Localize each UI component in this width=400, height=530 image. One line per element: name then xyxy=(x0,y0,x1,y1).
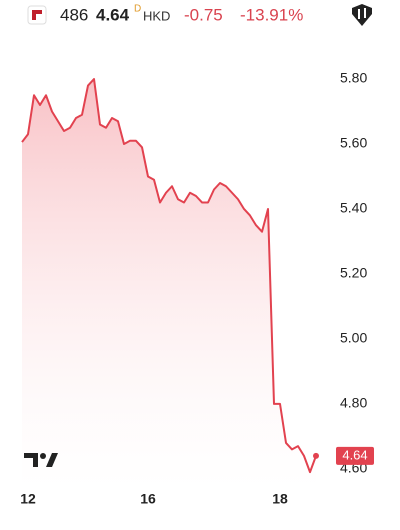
flag: D xyxy=(134,4,141,15)
y-tick-label: 5.40 xyxy=(340,200,367,216)
x-tick-label: 16 xyxy=(140,491,156,507)
header: 486 4.64 D HKD -0.75 -13.91% xyxy=(27,4,372,26)
area-fill xyxy=(22,79,316,490)
logo xyxy=(27,5,47,25)
x-tick-label: 18 xyxy=(272,491,288,507)
y-tick-label: 5.20 xyxy=(340,265,367,281)
price-line xyxy=(21,78,317,474)
logo-mark xyxy=(32,10,42,20)
chart-style-icon xyxy=(358,8,366,19)
last-point xyxy=(313,452,319,459)
price: 4.64 xyxy=(96,5,130,24)
y-tick-label: 5.60 xyxy=(340,135,367,151)
change: -0.75 xyxy=(184,5,223,24)
y-tick-label: 5.00 xyxy=(340,330,367,346)
y-tick-label: 5.80 xyxy=(340,70,367,86)
y-tick-label: 4.80 xyxy=(340,395,367,411)
chart-style-button[interactable] xyxy=(352,4,372,26)
last-price-box xyxy=(336,446,374,465)
currency: HKD xyxy=(143,8,170,23)
x-tick-label: 12 xyxy=(20,491,36,507)
tv-logo xyxy=(24,453,58,467)
symbol: 486 xyxy=(60,5,88,24)
change-percent: -13.91% xyxy=(240,5,303,24)
last-price-label: 4.64 xyxy=(342,447,367,462)
